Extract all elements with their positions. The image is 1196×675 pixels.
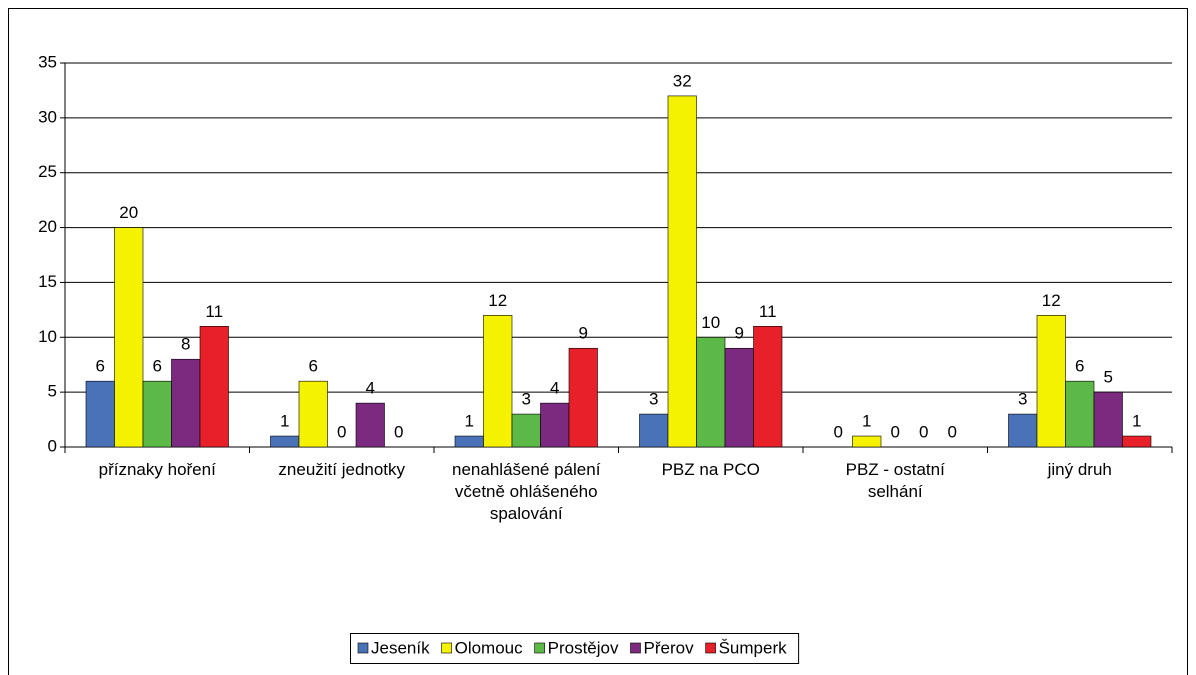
bar	[1122, 435, 1152, 448]
bar	[753, 326, 783, 448]
bar	[852, 435, 882, 448]
value-label: 11	[205, 302, 223, 321]
bar	[568, 347, 598, 448]
y-tick-label: 20	[38, 217, 57, 236]
y-tick-label: 15	[38, 272, 57, 291]
value-label: 6	[96, 357, 105, 376]
y-tick-label: 30	[38, 107, 57, 126]
value-label: 5	[1104, 368, 1113, 387]
bar	[1093, 391, 1123, 448]
value-label: 9	[735, 324, 744, 343]
value-label: 12	[1042, 291, 1061, 310]
bar	[114, 227, 144, 448]
x-tick-label: PBZ na PCO	[661, 460, 760, 479]
value-label: 10	[701, 313, 720, 332]
bar	[199, 326, 229, 448]
y-tick-label: 10	[38, 327, 57, 346]
value-label: 0	[337, 422, 346, 441]
value-label: 9	[579, 324, 588, 343]
value-label: 1	[280, 412, 289, 431]
x-tick-label: PBZ - ostatní selhání	[845, 460, 945, 501]
value-label: 1	[862, 412, 871, 431]
bar	[483, 315, 513, 448]
bar	[270, 435, 300, 448]
y-tick-label: 5	[48, 382, 57, 401]
bar	[85, 380, 115, 448]
value-label: 0	[394, 422, 403, 441]
legend-label: Jeseník	[371, 638, 430, 657]
chart-frame	[8, 8, 1188, 675]
value-label: 8	[181, 335, 190, 354]
value-label: 1	[465, 412, 474, 431]
legend-swatch	[534, 642, 545, 654]
value-label: 4	[550, 379, 559, 398]
bar	[171, 358, 201, 448]
bar	[1008, 413, 1038, 448]
bar	[454, 435, 484, 448]
value-label: 3	[1018, 390, 1027, 409]
value-label: 20	[119, 203, 138, 222]
legend-swatch	[441, 642, 452, 654]
value-label: 0	[891, 422, 900, 441]
bar	[724, 347, 754, 448]
value-label: 0	[919, 422, 928, 441]
bar	[355, 402, 385, 448]
legend-swatch	[630, 642, 641, 654]
value-label: 6	[153, 357, 162, 376]
bar	[142, 380, 172, 448]
bar	[1036, 315, 1066, 448]
bar	[511, 413, 541, 448]
value-label: 0	[948, 422, 957, 441]
value-label: 3	[522, 390, 531, 409]
bar	[639, 413, 669, 448]
bar	[1065, 380, 1095, 448]
value-label: 0	[834, 422, 843, 441]
value-label: 6	[1075, 357, 1084, 376]
value-label: 1	[1132, 412, 1141, 431]
legend-label: Šumperk	[719, 638, 788, 657]
bar	[696, 336, 726, 448]
legend-label: Olomouc	[455, 638, 524, 657]
value-label: 4	[366, 379, 375, 398]
bar	[540, 402, 570, 448]
value-label: 32	[673, 71, 692, 90]
y-tick-label: 35	[38, 52, 57, 71]
x-tick-label: nenahlášené pálení včetně ohlášeného spa…	[452, 460, 601, 523]
value-label: 11	[759, 302, 777, 321]
value-label: 6	[309, 357, 318, 376]
bar	[298, 380, 328, 448]
x-tick-label: jiný druh	[1047, 460, 1112, 479]
legend-label: Prostějov	[548, 638, 619, 657]
legend-swatch	[705, 642, 716, 654]
value-label: 12	[488, 291, 507, 310]
x-tick-label: zneužití jednotky	[278, 460, 406, 479]
legend-box	[350, 633, 800, 664]
bar	[667, 95, 697, 448]
value-label: 3	[649, 390, 658, 409]
legend-swatch	[357, 642, 369, 654]
x-tick-label: příznaky hoření	[98, 460, 216, 479]
y-tick-label: 25	[38, 162, 57, 181]
legend-label: Přerov	[644, 638, 695, 657]
y-tick-label: 0	[48, 436, 57, 455]
